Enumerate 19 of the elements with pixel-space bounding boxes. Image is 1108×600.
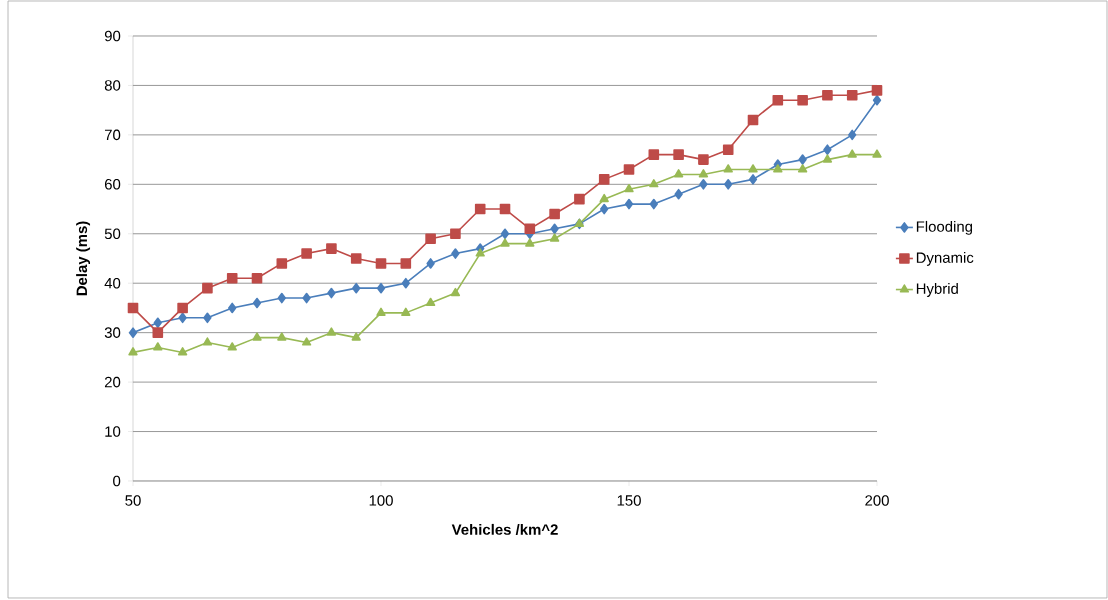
y-tick-label: 90	[104, 30, 121, 42]
legend-label: Flooding	[916, 220, 973, 235]
x-tick-label: 50	[125, 495, 141, 506]
y-tick-label: 60	[104, 179, 121, 190]
y-tick-label: 40	[104, 277, 121, 289]
x-axis-title: Vehicles /km^2	[451, 523, 558, 536]
y-tick-label: 30	[104, 327, 121, 338]
y-tick-label: 50	[104, 228, 121, 240]
x-tick-label: 100	[369, 495, 393, 506]
y-tick-label: 20	[104, 376, 121, 388]
x-tick-label: 150	[617, 495, 641, 506]
x-tick-label: 200	[865, 495, 889, 506]
y-tick-label: 0	[113, 475, 121, 487]
y-axis-title: Delay (ms)	[76, 221, 91, 296]
y-tick-label: 70	[104, 129, 121, 141]
y-tick-label: 80	[104, 80, 121, 91]
y-tick-label: 10	[105, 426, 121, 437]
legend-label: Hybrid	[916, 283, 958, 297]
legend-label: Dynamic	[916, 251, 974, 266]
